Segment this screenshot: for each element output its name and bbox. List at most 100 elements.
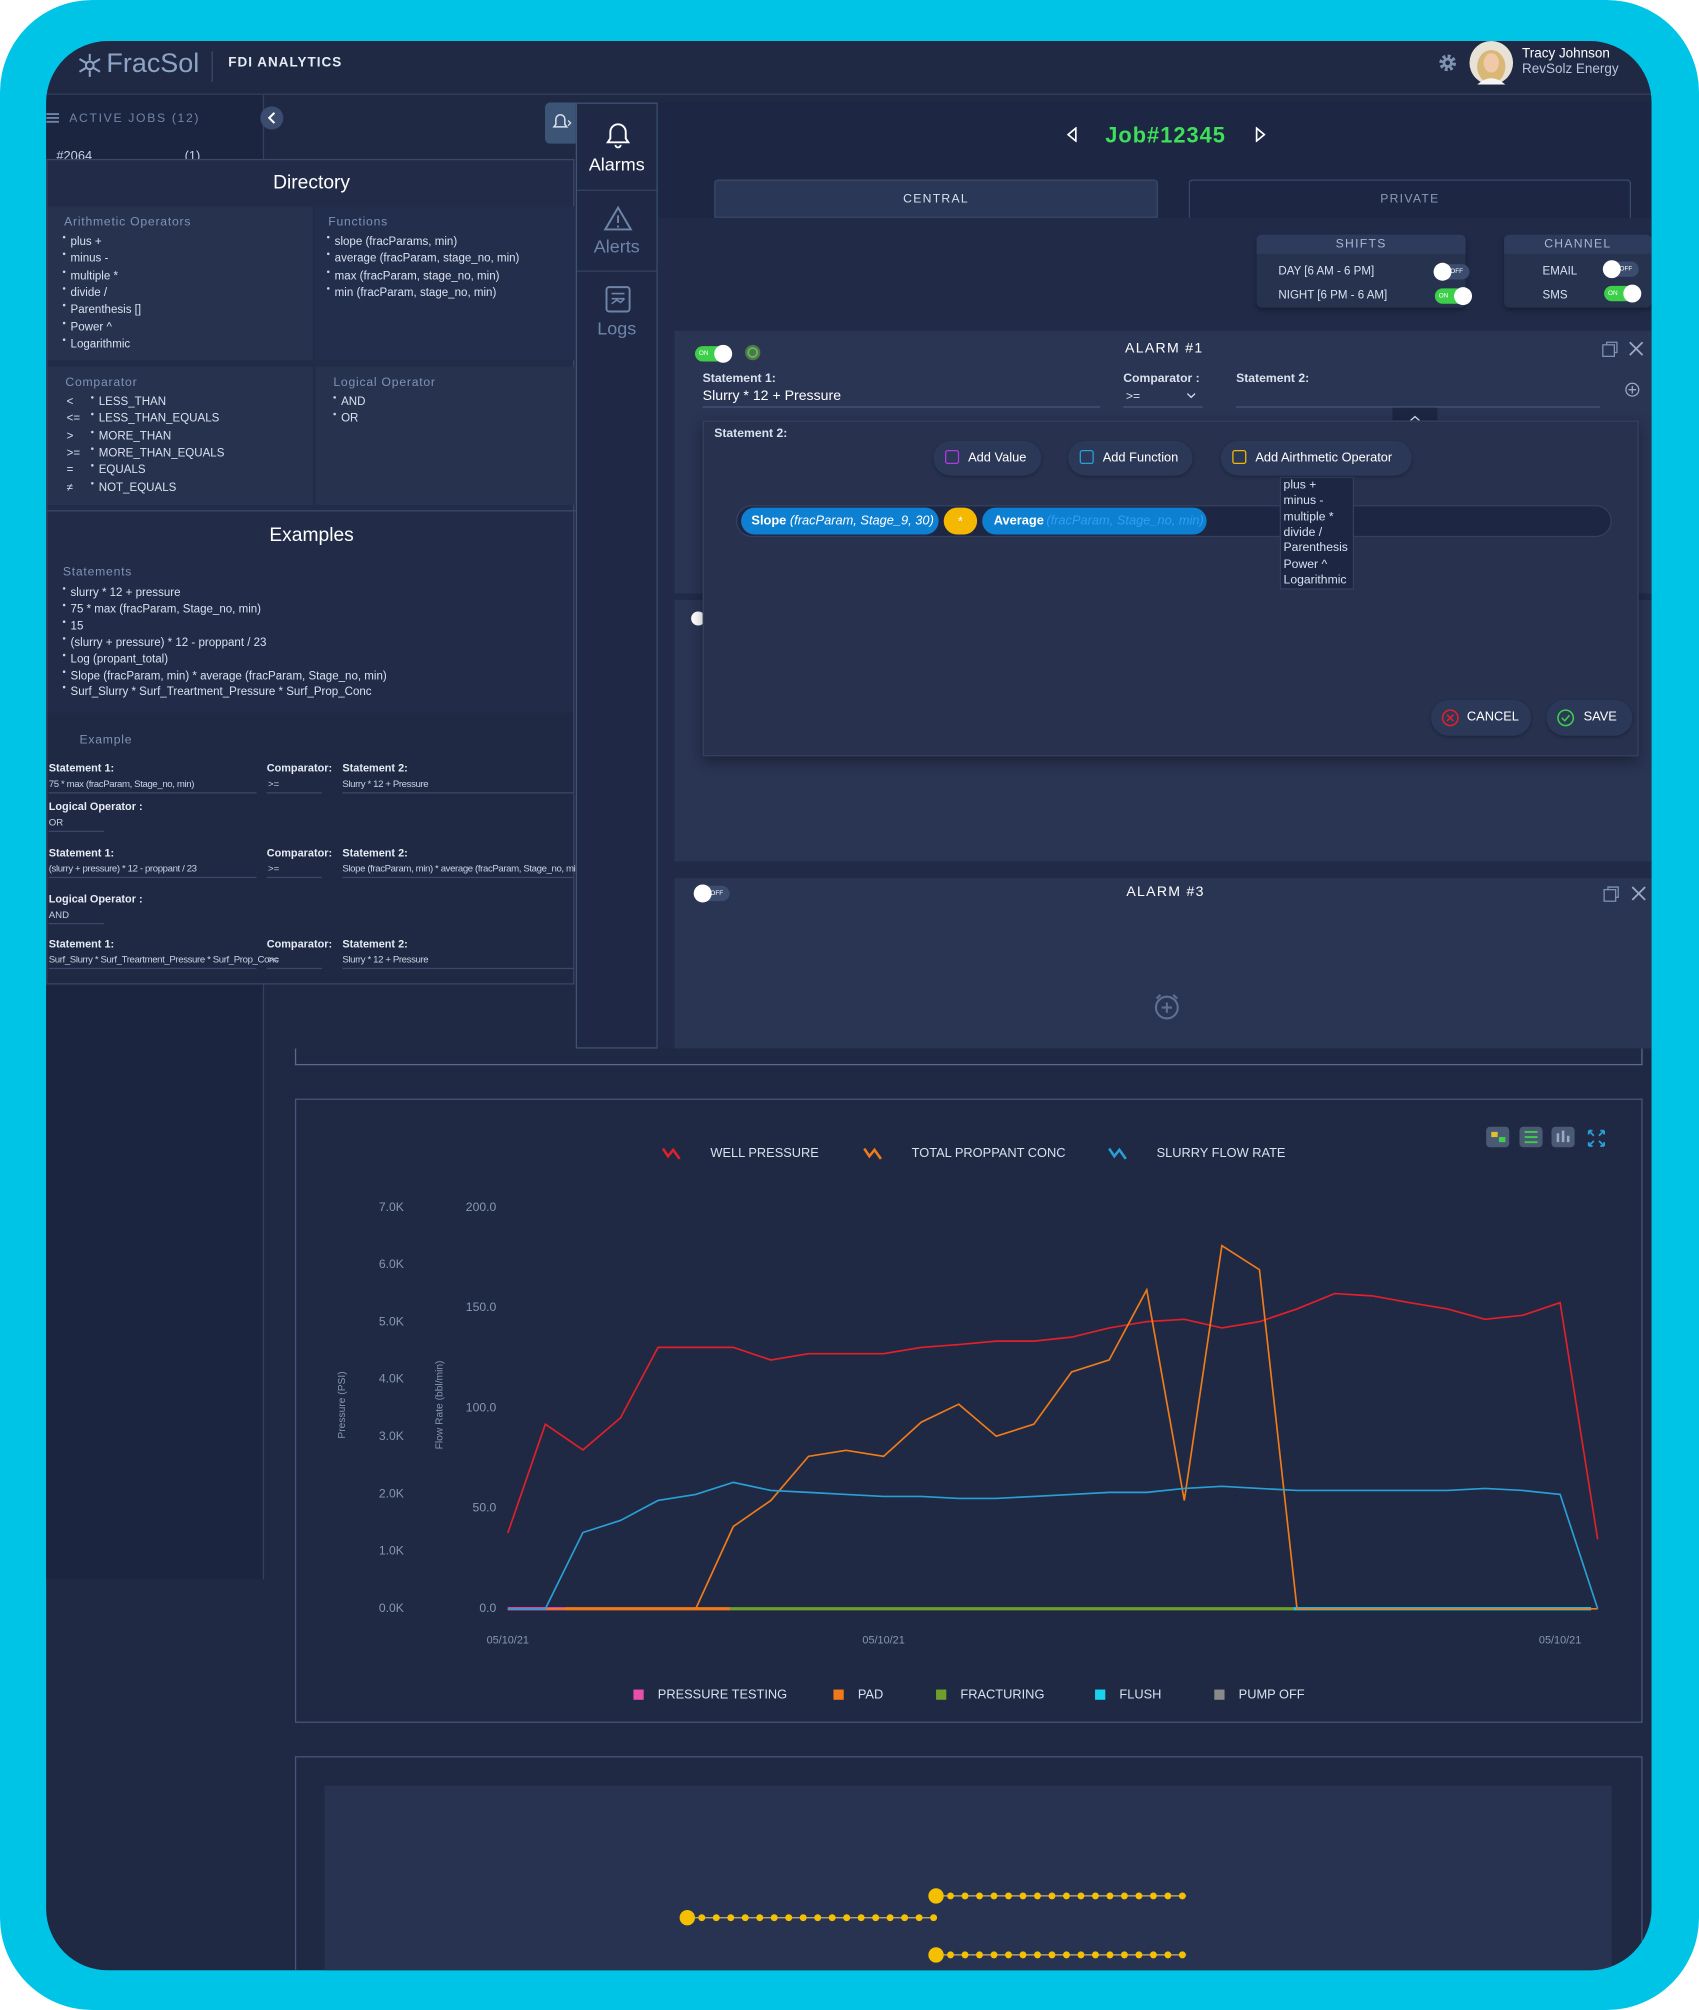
comparator-value[interactable]: >= xyxy=(1125,389,1141,404)
panel-bracket xyxy=(294,1048,1643,1066)
function-item: max (fracParam, stage_no, min) xyxy=(327,269,500,282)
timeline-dot xyxy=(741,1914,749,1922)
row-value: >= xyxy=(267,953,280,966)
prev-job[interactable] xyxy=(1066,126,1079,143)
row-label: Statement 2: xyxy=(342,937,408,950)
copy-icon[interactable] xyxy=(1603,886,1620,903)
token[interactable] xyxy=(982,507,1207,535)
timeline-dot xyxy=(901,1914,909,1922)
tab-central[interactable] xyxy=(714,179,1158,218)
timeline-dot xyxy=(1135,1951,1143,1959)
toggle[interactable]: ON xyxy=(694,344,733,363)
operator-item: plus + xyxy=(63,235,102,248)
comparator-symbol: <= xyxy=(66,411,81,425)
toggle[interactable]: ON xyxy=(1604,284,1642,303)
nav-divider xyxy=(577,189,657,192)
phase-legend-swatch xyxy=(833,1689,844,1700)
button-label: Add Airthmetic Operator xyxy=(1255,451,1393,466)
copy-icon[interactable] xyxy=(1602,341,1619,358)
bell-tab[interactable] xyxy=(544,102,578,144)
timeline-dot xyxy=(1048,1951,1056,1959)
timeline-dot xyxy=(828,1914,836,1922)
menu-item[interactable]: Logarithmic xyxy=(1283,572,1347,587)
save-label: SAVE xyxy=(1583,710,1617,725)
toggle[interactable]: OFF xyxy=(1602,260,1639,279)
statement-example: Surf_Slurry * Surf_Treartment_Pressure *… xyxy=(63,686,372,698)
menu-item[interactable]: plus + xyxy=(1283,478,1317,493)
close-icon[interactable] xyxy=(1628,341,1644,356)
menu-item[interactable]: minus - xyxy=(1283,493,1324,509)
row-value: >= xyxy=(267,862,280,875)
tab-private[interactable] xyxy=(1188,179,1632,218)
operator-item: divide / xyxy=(63,286,108,299)
underline xyxy=(48,830,104,832)
save-button[interactable] xyxy=(1546,699,1633,736)
timeline-dot xyxy=(1077,1892,1085,1900)
statement-example: Log (propant_total) xyxy=(63,653,169,665)
timeline-dot xyxy=(1178,1892,1186,1900)
collapse-tab[interactable] xyxy=(1392,407,1438,421)
timeline-dot xyxy=(857,1914,865,1922)
token[interactable] xyxy=(741,507,939,535)
add-icon[interactable] xyxy=(1625,382,1640,397)
logical-label: Logical Operator : xyxy=(48,892,143,906)
user-avatar[interactable] xyxy=(1469,41,1514,85)
timeline-dot xyxy=(770,1914,778,1922)
editor-button[interactable]: Add Value xyxy=(933,440,1042,476)
row-label: Statement 1: xyxy=(48,937,115,950)
add-alarm-icon[interactable] xyxy=(1153,992,1181,1020)
nav-item[interactable]: Alarms xyxy=(588,153,645,175)
settings-icon[interactable] xyxy=(1437,53,1458,74)
logical-title: Logical Operator xyxy=(333,375,436,390)
timeline-panel xyxy=(294,1756,1643,1971)
cancel-button[interactable] xyxy=(1431,699,1532,736)
timeline-dot xyxy=(947,1892,955,1900)
toggle[interactable]: OFF xyxy=(693,884,730,903)
underline xyxy=(48,792,257,794)
phase-legend-swatch xyxy=(936,1689,947,1700)
button-icon xyxy=(945,449,960,465)
next-job[interactable] xyxy=(1254,126,1267,143)
nav-item[interactable]: Alerts xyxy=(593,235,640,257)
menu-item[interactable]: Power ^ xyxy=(1283,556,1328,572)
underline xyxy=(1123,406,1203,408)
row-label: Comparator: xyxy=(266,846,333,859)
underline xyxy=(48,922,104,925)
timeline-dot xyxy=(727,1914,735,1922)
toggle[interactable]: OFF xyxy=(1433,262,1470,281)
statement-example: Slope (fracParam, min) * average (fracPa… xyxy=(63,669,387,682)
menu-item[interactable]: divide / xyxy=(1283,525,1323,540)
row-label: Comparator: xyxy=(266,761,333,775)
underline xyxy=(342,967,574,970)
menu-item[interactable]: Parenthesis xyxy=(1283,541,1348,556)
collapse-button[interactable] xyxy=(260,106,284,130)
close-icon[interactable] xyxy=(1631,886,1646,901)
timeline-dot xyxy=(756,1914,764,1922)
nav-item[interactable]: Logs xyxy=(597,317,637,339)
chart: 0.0K 1.0K 2.0K 3.0K 4.0K 5.0K 6.0K 7.0K 0.0 50.0 1… xyxy=(337,1126,1606,1702)
comparator-name: LESS_THAN xyxy=(91,395,166,408)
button-icon xyxy=(1079,449,1094,465)
timeline-area xyxy=(324,1785,1612,1971)
row-value: >= xyxy=(267,778,280,790)
logical-block xyxy=(315,366,576,506)
token-args: (fracParam, Stage_9, 30) xyxy=(789,514,934,529)
comparator-title: Comparator xyxy=(65,375,138,390)
editor-button[interactable]: Add Airthmetic Operator xyxy=(1220,440,1412,476)
operator-token[interactable] xyxy=(943,507,978,535)
statement-label: Statement 2: xyxy=(1236,371,1310,386)
phase-legend-label: PUMP OFF xyxy=(1239,1687,1305,1702)
timeline-dot xyxy=(990,1892,998,1900)
jobs-icon xyxy=(46,113,59,123)
editor-button[interactable]: Add Function xyxy=(1068,440,1193,476)
legend-icon xyxy=(1108,1147,1127,1160)
menu-item[interactable]: multiple * xyxy=(1283,509,1334,524)
toggle[interactable]: ON xyxy=(1434,287,1473,306)
y2-tick-label: 50.0 xyxy=(473,1501,497,1515)
comparator-name: MORE_THAN_EQUALS xyxy=(91,447,225,459)
legend-label: WELL PRESSURE xyxy=(710,1145,818,1160)
timeline-dot xyxy=(1135,1892,1143,1900)
alarm-toggle-knob[interactable] xyxy=(691,611,706,626)
active-jobs-title: ACTIVE JOBS (12) xyxy=(69,111,201,126)
phase-legend-label: FRACTURING xyxy=(960,1687,1044,1702)
